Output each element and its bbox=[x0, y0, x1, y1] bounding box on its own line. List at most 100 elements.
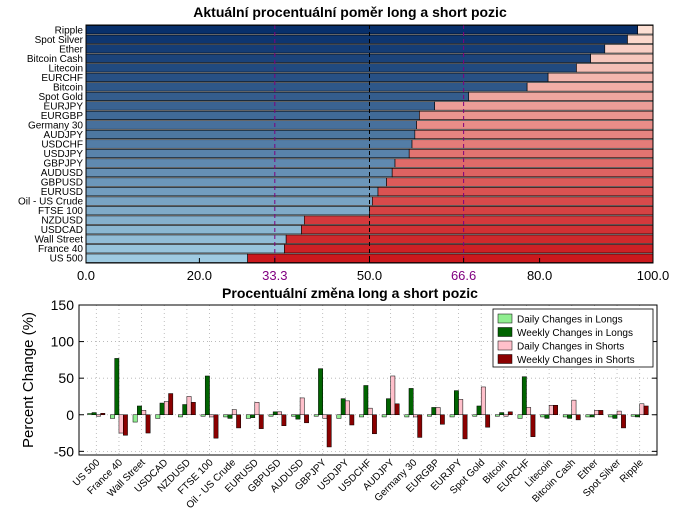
short-bar-eurchf bbox=[547, 72, 654, 82]
long-bar-wall-street bbox=[85, 234, 287, 244]
weekly-changes-in-shorts-bar-audjpy bbox=[394, 403, 400, 416]
category-label-wall-street: Wall Street bbox=[34, 235, 83, 246]
weekly-changes-in-shorts-bar-usdchf bbox=[372, 414, 377, 435]
daily-changes-in-longs-bar-gbpjpy bbox=[313, 414, 319, 417]
short-bar-eurusd bbox=[377, 187, 654, 197]
weekly-changes-in-shorts-bar-bitcoin bbox=[507, 411, 513, 416]
short-bar-eurgbp bbox=[419, 110, 654, 121]
weekly-changes-in-shorts-bar-eurusd bbox=[258, 414, 264, 429]
daily-changes-in-longs-bar-ftse-100 bbox=[200, 414, 206, 417]
bottom-plot-frame bbox=[78, 304, 658, 456]
category-label-germany-30: Germany 30 bbox=[28, 120, 83, 131]
category-label-bitcoin: Bitcoin bbox=[53, 82, 83, 93]
long-bar-ether bbox=[85, 44, 606, 54]
daily-changes-in-longs-bar-audusd bbox=[291, 414, 297, 417]
weekly-changes-in-shorts-bar-litecoin bbox=[553, 404, 558, 416]
category-label-eurchf: EURCHF bbox=[41, 73, 83, 84]
weekly-changes-in-longs-bar-ether bbox=[589, 414, 595, 418]
daily-changes-in-longs-bar-usdcad bbox=[155, 414, 161, 419]
daily-changes-in-shorts-bar-eurgbp bbox=[435, 407, 441, 416]
weekly-changes-in-longs-bar-audjpy bbox=[386, 398, 391, 416]
short-bar-ripple bbox=[637, 25, 654, 35]
y-tick-label: 50 bbox=[58, 370, 74, 386]
daily-changes-in-shorts-bar-france-40 bbox=[118, 414, 124, 434]
y-tick-label: 0 bbox=[66, 407, 74, 423]
daily-changes-in-shorts-bar-eurjpy bbox=[458, 399, 464, 416]
category-label-us-500: US 500 bbox=[50, 254, 84, 265]
x-tick-label: 100.0 bbox=[637, 268, 670, 283]
x-tick-label: 50.0 bbox=[357, 268, 382, 283]
x-tick-label: 80.0 bbox=[527, 268, 552, 283]
weekly-changes-in-longs-bar-gbpusd bbox=[272, 411, 278, 416]
long-bar-usdchf bbox=[85, 139, 413, 149]
short-bar-wall-street bbox=[285, 234, 654, 244]
long-bar-usdjpy bbox=[85, 148, 410, 159]
weekly-changes-in-longs-bar-spot-silver bbox=[612, 414, 618, 419]
short-bar-usdjpy bbox=[408, 148, 654, 159]
weekly-changes-in-shorts-bar-usdcad bbox=[168, 393, 174, 416]
short-bar-eurjpy bbox=[434, 101, 654, 111]
long-bar-usdcad bbox=[85, 225, 302, 235]
daily-changes-in-longs-bar-eurchf bbox=[517, 414, 523, 419]
category-label-france-40: France 40 bbox=[38, 244, 83, 255]
weekly-changes-in-shorts-bar-gbpjpy bbox=[326, 414, 332, 448]
short-bar-ftse-100 bbox=[369, 206, 654, 216]
weekly-changes-in-longs-bar-bitcoin bbox=[499, 412, 505, 416]
daily-changes-in-longs-bar-nzdusd bbox=[178, 414, 183, 418]
daily-changes-in-longs-bar-usdchf bbox=[359, 414, 364, 418]
long-bar-eurusd bbox=[85, 187, 379, 197]
daily-changes-in-shorts-bar-ether bbox=[594, 410, 599, 416]
weekly-changes-in-shorts-bar-france-40 bbox=[123, 414, 128, 436]
daily-changes-in-longs-bar-us-500 bbox=[87, 413, 93, 416]
y-tick-label: 150 bbox=[51, 297, 75, 313]
short-bar-germany-30 bbox=[416, 120, 654, 130]
daily-changes-in-shorts-bar-audusd bbox=[299, 397, 305, 416]
long-bar-us-500 bbox=[85, 253, 248, 263]
weekly-changes-in-longs-bar-oil-us-crude bbox=[227, 414, 233, 419]
weekly-changes-in-longs-bar-usdcad bbox=[159, 402, 165, 416]
daily-changes-in-shorts-bar-usdjpy bbox=[345, 400, 350, 416]
daily-changes-in-shorts-bar-gbpusd bbox=[277, 411, 282, 416]
long-bar-gbpjpy bbox=[85, 158, 396, 168]
category-label-nzdusd: NZDUSD bbox=[41, 216, 83, 227]
category-label-ripple: Ripple bbox=[618, 457, 646, 485]
category-label-litecoin: Litecoin bbox=[49, 63, 83, 74]
weekly-changes-in-shorts-bar-nzdusd bbox=[190, 402, 196, 416]
weekly-changes-in-longs-bar-litecoin bbox=[544, 414, 550, 419]
short-bar-spot-silver bbox=[627, 34, 654, 44]
short-bar-france-40 bbox=[284, 244, 654, 254]
category-label-audjpy: AUDJPY bbox=[44, 130, 84, 141]
long-bar-spot-silver bbox=[85, 34, 628, 44]
category-label-ripple: Ripple bbox=[55, 25, 84, 36]
category-label-gbpjpy: GBPJPY bbox=[44, 159, 84, 170]
short-bar-audusd bbox=[391, 168, 654, 178]
short-bar-bitcoin-cash bbox=[590, 53, 654, 63]
weekly-changes-in-shorts-bar-eurjpy bbox=[462, 414, 468, 440]
legend-swatch-daily-changes-in-shorts bbox=[497, 340, 513, 351]
daily-changes-in-longs-bar-bitcoin-cash bbox=[562, 414, 568, 418]
daily-changes-in-longs-bar-bitcoin bbox=[494, 414, 500, 417]
daily-changes-in-shorts-bar-nzdusd bbox=[186, 396, 192, 416]
long-bar-litecoin bbox=[85, 63, 577, 73]
weekly-changes-in-shorts-bar-spot-gold bbox=[485, 414, 491, 428]
weekly-changes-in-longs-bar-wall-street bbox=[137, 405, 142, 416]
weekly-changes-in-shorts-bar-wall-street bbox=[145, 414, 151, 434]
short-bar-ether bbox=[604, 44, 654, 54]
long-bar-oil-us-crude bbox=[85, 196, 373, 206]
legend-label-daily-changes-in-shorts: Daily Changes in Shorts bbox=[517, 342, 624, 353]
daily-changes-in-shorts-bar-oil-us-crude bbox=[231, 409, 237, 416]
weekly-changes-in-longs-bar-audusd bbox=[295, 414, 301, 420]
x-tick-label: 20.0 bbox=[187, 268, 212, 283]
weekly-changes-in-longs-bar-france-40 bbox=[114, 358, 120, 416]
category-label-spot-silver: Spot Silver bbox=[35, 35, 84, 46]
y-tick-label: -50 bbox=[54, 443, 74, 459]
weekly-changes-in-longs-bar-us-500 bbox=[91, 412, 97, 416]
short-bar-gbpusd bbox=[386, 177, 654, 187]
weekly-changes-in-shorts-bar-us-500 bbox=[100, 413, 106, 416]
short-bar-audjpy bbox=[414, 129, 654, 140]
category-label-usdjpy: USDJPY bbox=[44, 149, 84, 160]
